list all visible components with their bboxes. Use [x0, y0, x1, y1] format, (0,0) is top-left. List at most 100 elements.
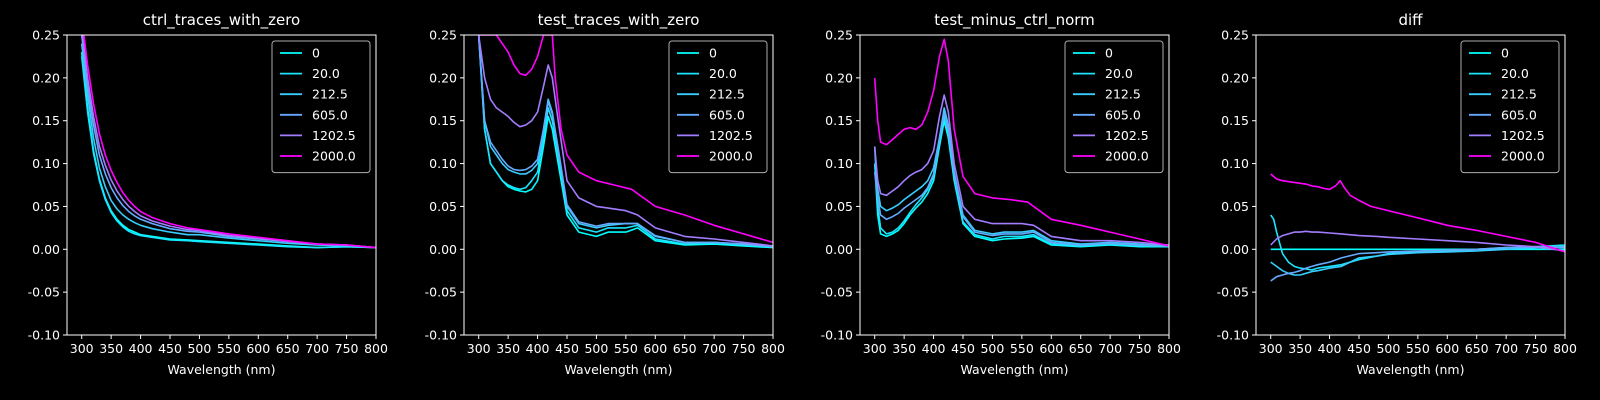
- y-tick-label: -0.10: [28, 328, 60, 343]
- series-line-212.5: [80, 43, 376, 249]
- x-tick-label: 400: [129, 341, 153, 356]
- legend-label: 2000.0: [1105, 149, 1149, 164]
- y-tick-label: 0.15: [825, 113, 853, 128]
- x-tick-label: 800: [1157, 341, 1181, 356]
- series-line-2000.0: [478, 35, 773, 244]
- x-tick-label: 750: [335, 341, 359, 356]
- series-line-1202.5: [1270, 230, 1565, 252]
- x-tick-label: 750: [1128, 341, 1152, 356]
- x-tick-label: 750: [732, 341, 756, 356]
- x-tick-label: 650: [673, 341, 697, 356]
- x-tick-label: 400: [526, 341, 550, 356]
- x-tick-label: 500: [584, 341, 608, 356]
- x-axis-label: Wavelength (nm): [1357, 362, 1465, 377]
- y-tick-label: -0.10: [821, 328, 853, 343]
- y-tick-label: 0.20: [1221, 70, 1249, 85]
- x-tick-label: 300: [467, 341, 491, 356]
- series-line-2000.0: [873, 38, 1169, 247]
- y-tick-label: 0.25: [429, 28, 457, 43]
- x-tick-label: 600: [246, 341, 270, 356]
- series-line-2000.0: [1270, 173, 1565, 253]
- x-tick-label: 550: [1010, 341, 1034, 356]
- chart-panel-3: diff Wavelength (nm) -0.10 -0.05 0.00 0.05 0.1…: [1217, 11, 1577, 377]
- series-group: [1270, 173, 1565, 282]
- y-tick-label: 0.25: [1221, 28, 1249, 43]
- legend-label: 605.0: [1105, 107, 1141, 122]
- series-line-605.0: [873, 111, 1169, 247]
- legend-label: 212.5: [1105, 87, 1141, 102]
- y-tick-label: 0.20: [825, 70, 853, 85]
- x-tick-label: 650: [1069, 341, 1093, 356]
- x-tick-label: 650: [1465, 341, 1489, 356]
- x-tick-label: 500: [187, 341, 211, 356]
- legend-label: 0: [312, 46, 320, 61]
- y-tick-label: 0.15: [429, 113, 457, 128]
- x-axis-label: Wavelength (nm): [168, 362, 276, 377]
- y-tick-label: 0.05: [1221, 199, 1249, 214]
- series-line-605.0: [477, 35, 773, 248]
- legend-label: 2000.0: [1501, 149, 1545, 164]
- y-tick-label: -0.05: [28, 285, 60, 300]
- series-line-20.0: [80, 56, 376, 249]
- chart-panel-1: test_traces_with_zero Wavelength (nm) -0.1…: [425, 11, 785, 377]
- legend-label: 20.0: [709, 66, 737, 81]
- series-line-20.0: [477, 35, 773, 248]
- x-tick-label: 500: [1376, 341, 1400, 356]
- y-tick-label: -0.05: [425, 285, 457, 300]
- series-group: [477, 35, 773, 249]
- legend-label: 20.0: [1501, 66, 1529, 81]
- chart-title: test_minus_ctrl_norm: [934, 11, 1095, 30]
- y-tick-label: -0.05: [1217, 285, 1249, 300]
- series-line-605.0: [1270, 245, 1565, 282]
- x-tick-label: 400: [1318, 341, 1342, 356]
- series-line-20.0: [1270, 214, 1565, 271]
- x-tick-label: 350: [1288, 341, 1312, 356]
- legend-label: 1202.5: [709, 128, 753, 143]
- y-tick-label: 0.00: [32, 242, 60, 257]
- legend-label: 2000.0: [709, 149, 753, 164]
- x-tick-label: 350: [892, 341, 916, 356]
- y-tick-label: 0.10: [825, 156, 853, 171]
- series-group: [80, 35, 376, 249]
- y-tick-label: 0.10: [429, 156, 457, 171]
- x-tick-label: 600: [1435, 341, 1459, 356]
- series-line-212.5: [873, 107, 1169, 247]
- y-tick-label: 0.05: [429, 199, 457, 214]
- y-tick-label: 0.15: [1221, 113, 1249, 128]
- y-tick-label: 0.25: [825, 28, 853, 43]
- y-tick-label: -0.10: [425, 328, 457, 343]
- x-tick-label: 300: [1259, 341, 1283, 356]
- y-tick-label: 0.00: [825, 242, 853, 257]
- legend-label: 0: [709, 46, 717, 61]
- x-tick-label: 800: [1553, 341, 1577, 356]
- x-tick-label: 450: [158, 341, 182, 356]
- x-axis-label: Wavelength (nm): [961, 362, 1069, 377]
- y-tick-label: 0.10: [32, 156, 60, 171]
- x-tick-label: 600: [1039, 341, 1063, 356]
- chart-panel-0: ctrl_traces_with_zero Wavelength (nm) -0.1…: [28, 11, 388, 377]
- legend-label: 212.5: [1501, 87, 1537, 102]
- legend-label: 605.0: [1501, 107, 1537, 122]
- y-tick-label: 0.00: [1221, 242, 1249, 257]
- y-tick-label: 0.25: [32, 28, 60, 43]
- x-tick-label: 450: [951, 341, 975, 356]
- legend-label: 1202.5: [312, 128, 356, 143]
- legend-label: 605.0: [709, 107, 745, 122]
- axes-frame: [859, 34, 1170, 336]
- chart-title: test_traces_with_zero: [538, 11, 700, 30]
- x-tick-label: 350: [496, 341, 520, 356]
- x-tick-label: 800: [364, 341, 388, 356]
- legend-label: 0: [1501, 46, 1509, 61]
- axes-frame: [66, 34, 377, 336]
- y-tick-label: 0.05: [825, 199, 853, 214]
- y-tick-label: 0.00: [429, 242, 457, 257]
- x-tick-label: 450: [555, 341, 579, 356]
- x-tick-label: 700: [1098, 341, 1122, 356]
- legend-label: 605.0: [312, 107, 348, 122]
- x-tick-label: 750: [1524, 341, 1548, 356]
- legend-label: 1202.5: [1501, 128, 1545, 143]
- x-tick-label: 350: [99, 341, 123, 356]
- legend-label: 0: [1105, 46, 1113, 61]
- x-axis-label: Wavelength (nm): [565, 362, 673, 377]
